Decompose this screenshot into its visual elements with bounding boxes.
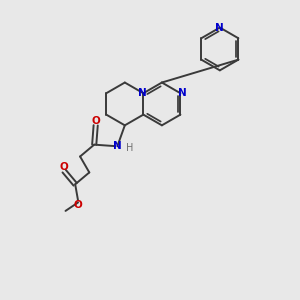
Text: N: N bbox=[113, 141, 122, 151]
Text: N: N bbox=[178, 88, 186, 98]
Text: N: N bbox=[138, 88, 147, 98]
Text: O: O bbox=[91, 116, 100, 127]
Text: N: N bbox=[215, 22, 224, 32]
Text: H: H bbox=[126, 142, 134, 153]
Text: O: O bbox=[60, 162, 68, 172]
Text: O: O bbox=[74, 200, 82, 210]
